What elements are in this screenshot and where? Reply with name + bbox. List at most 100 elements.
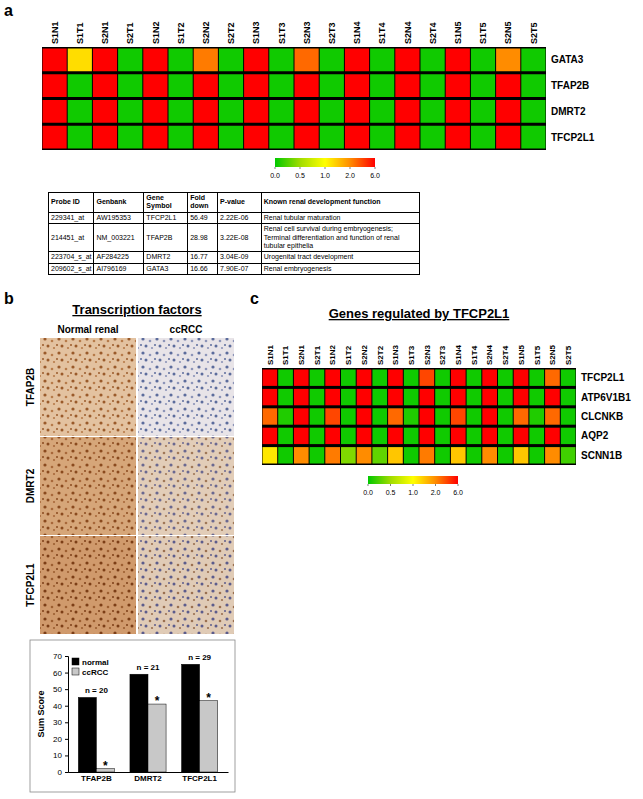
significance-label: *: [155, 694, 160, 708]
ihc-panel: Transcription factorsNormal renalccRCCTF…: [25, 302, 234, 634]
x-tick-label: TFAP2B: [81, 774, 112, 783]
panel-label: a: [4, 2, 13, 19]
table-cell: AI796169: [94, 263, 144, 274]
table-cell: Urogenital tract development: [261, 252, 419, 263]
y-tick: 30: [53, 718, 68, 727]
heatmap-cell: [295, 126, 319, 149]
table-cell: 214451_at: [49, 224, 94, 252]
colorbar-tick: [435, 484, 436, 486]
heatmap-cell: [278, 447, 293, 463]
chart-frame: [30, 640, 235, 792]
heatmap-cell: [514, 370, 529, 386]
column-label: S1N4: [352, 21, 362, 44]
heatmap-cell: [521, 126, 545, 149]
table-cell: Renal embryogenesis: [261, 263, 419, 274]
heatmap-cell: [278, 370, 293, 386]
heatmap-cell: [395, 126, 419, 149]
y-tick-mark: [65, 656, 68, 657]
y-tick-label: 40: [53, 702, 62, 711]
heatmap-cell: [496, 100, 520, 123]
heatmap-cell: [93, 74, 117, 97]
heatmap-cell: [43, 49, 67, 72]
heatmap-cell: [345, 74, 369, 97]
cells: [263, 370, 576, 464]
heatmap-cell: [388, 370, 403, 386]
heatmap-cell: [496, 126, 520, 149]
colorbar-tick: [350, 167, 351, 169]
heatmap-cell: [341, 370, 356, 386]
heatmap-cell: [244, 126, 268, 149]
table-row: 214451_atNM_003221TFAP2B28.983.22E-08Ren…: [49, 224, 420, 252]
heatmap-cell: [294, 389, 309, 405]
heatmap-cell: [357, 408, 372, 424]
bar: [130, 674, 148, 772]
header-cell: Genbank: [94, 193, 144, 213]
heatmap-cell: [421, 126, 445, 149]
cells: [43, 49, 546, 149]
colorbar-tick: [300, 167, 301, 169]
heatmap-cell: [43, 126, 67, 149]
x-tick-label: DMRT2: [134, 774, 162, 783]
x-tick-label: TFCP2L1: [182, 774, 217, 783]
header-cell: Gene Symbol: [144, 193, 188, 213]
y-tick: 20: [53, 735, 68, 744]
x-tick: TFCP2L1: [182, 772, 217, 783]
legend-swatch: [72, 668, 79, 675]
column-label: S2N5: [503, 21, 513, 44]
column-label: S1N2: [328, 344, 337, 365]
heatmap-cell: [194, 126, 218, 149]
y-tick: 70: [53, 652, 68, 661]
heatmap-cell: [263, 370, 278, 386]
heatmap-cell: [345, 49, 369, 72]
y-tick-mark: [65, 722, 68, 723]
y-tick-mark: [65, 689, 68, 690]
heatmap-cell: [498, 370, 513, 386]
heatmap-cell: [372, 389, 387, 405]
heatmap-cell: [219, 49, 243, 72]
column-label: S2N1: [100, 21, 110, 44]
heatmap-cell: [451, 389, 466, 405]
heatmap-cell: [467, 389, 482, 405]
heatmap-cell: [263, 447, 278, 463]
colorbar: [368, 476, 458, 484]
column-label: S2T4: [501, 345, 510, 365]
heatmap-cell: [269, 74, 293, 97]
heatmap-cell: [514, 389, 529, 405]
heatmap-cell: [370, 126, 394, 149]
heatmap-cell: [482, 428, 497, 444]
column-label: S2T5: [564, 345, 573, 365]
heatmap-cell: [482, 370, 497, 386]
heatmap-cell: [263, 389, 278, 405]
y-tick-mark: [65, 739, 68, 740]
row-label: TFAP2B: [551, 80, 589, 91]
panel-label: c: [250, 290, 259, 307]
heatmap-cell: [370, 49, 394, 72]
column-label: S2N1: [297, 344, 306, 365]
heatmap-cell: [471, 74, 495, 97]
heatmap-cell: [325, 428, 340, 444]
table-row: 209602_s_atAI796169GATA316.667.90E-07Ren…: [49, 263, 420, 274]
heatmap-cell: [269, 126, 293, 149]
heatmap-cell: [451, 428, 466, 444]
heatmap-cell: [143, 126, 167, 149]
ihc-image: [138, 338, 234, 436]
heatmap-cell: [320, 100, 344, 123]
heatmap-cell: [294, 447, 309, 463]
colorbar-tick-label: 1.0: [320, 172, 330, 179]
heatmap-cell: [420, 447, 435, 463]
heatmap-cell: [467, 428, 482, 444]
row-label: SCNN1B: [581, 450, 622, 461]
heatmap-cell: [244, 49, 268, 72]
row-label: ATP6V1B1: [581, 392, 631, 403]
table-cell: 56.49: [188, 212, 218, 223]
y-tick: 40: [53, 702, 68, 711]
heatmap-cell: [372, 428, 387, 444]
table-cell: AF284225: [94, 252, 144, 263]
heatmap-cell: [143, 74, 167, 97]
heatmap-cell: [68, 126, 92, 149]
heatmap-cell: [169, 126, 193, 149]
heatmap-cell: [219, 126, 243, 149]
heatmap-cell: [545, 408, 560, 424]
heatmap-cell: [93, 100, 117, 123]
table-cell: 3.04E-09: [218, 252, 262, 263]
